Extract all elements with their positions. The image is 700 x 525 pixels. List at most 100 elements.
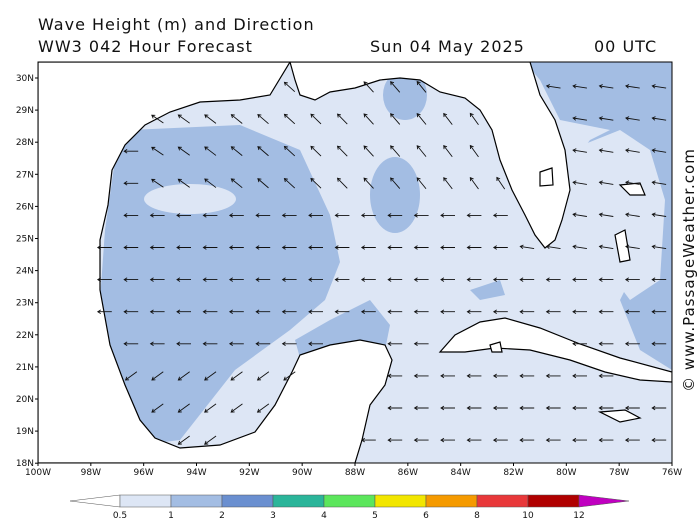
wave-arrow bbox=[308, 309, 323, 314]
wave-arrow bbox=[416, 113, 427, 125]
lat-label: 26N bbox=[16, 202, 34, 212]
title: Wave Height (m) and Direction bbox=[38, 15, 315, 34]
wave-arrow bbox=[230, 371, 243, 381]
wave-arrow bbox=[202, 277, 218, 282]
lon-label: 86W bbox=[398, 468, 418, 478]
watermark: © www.PassageWeather.com bbox=[680, 148, 698, 392]
wave-arrow bbox=[360, 437, 376, 443]
wave-arrow bbox=[360, 213, 376, 218]
colorbar-label: 0.5 bbox=[113, 511, 127, 521]
wave-arrow bbox=[177, 403, 190, 413]
wave-arrow bbox=[466, 245, 482, 250]
wave-arrow bbox=[492, 373, 508, 379]
wave-arrow bbox=[255, 277, 271, 282]
wave-arrow bbox=[177, 114, 190, 124]
wave-arrow bbox=[151, 146, 164, 156]
colorbar-swatch bbox=[476, 494, 529, 508]
wave-arrow bbox=[202, 309, 218, 314]
wave-arrow bbox=[545, 84, 561, 89]
axes: 100W 98W 96W 94W 92W 90W 88W 86W 84W 82W 80W 78W 76W… bbox=[16, 74, 682, 478]
wave-arrow bbox=[387, 437, 403, 443]
wave-arrow bbox=[387, 373, 403, 379]
wave-arrow bbox=[283, 371, 296, 381]
wave-arrow bbox=[545, 437, 561, 443]
wave-arrow bbox=[492, 309, 508, 314]
lat-label: 30N bbox=[16, 74, 34, 84]
wave-arrow bbox=[204, 435, 217, 445]
lat-label: 27N bbox=[16, 170, 34, 180]
wave-arrow bbox=[228, 213, 244, 218]
wave-arrow bbox=[283, 113, 296, 125]
wave-arrow bbox=[598, 148, 614, 153]
lat-label: 29N bbox=[16, 106, 34, 116]
wave-arrow bbox=[336, 145, 348, 157]
wave-arrow bbox=[572, 212, 587, 217]
wave-arrow bbox=[363, 145, 374, 157]
colorbar-label: 5 bbox=[372, 511, 378, 521]
wave-arrow bbox=[625, 116, 640, 121]
wave-arrow bbox=[519, 373, 535, 379]
lat-label: 28N bbox=[16, 138, 34, 148]
wave-arrow bbox=[545, 405, 561, 411]
wave-arrow bbox=[123, 341, 139, 347]
wave-arrow bbox=[545, 244, 561, 250]
colorbar-swatch bbox=[374, 494, 427, 508]
wave-arrow bbox=[624, 341, 640, 347]
wave-arrow bbox=[387, 405, 403, 411]
lon-label: 92W bbox=[239, 468, 259, 478]
lon-label: 98W bbox=[81, 468, 101, 478]
wave-arrow bbox=[598, 244, 614, 250]
lat-label: 22N bbox=[16, 331, 34, 341]
wave-arrow bbox=[466, 277, 482, 282]
wave-arrow bbox=[176, 213, 191, 218]
lon-label: 88W bbox=[345, 468, 365, 478]
lon-label: 78W bbox=[609, 468, 629, 478]
wave-arrow bbox=[598, 84, 614, 89]
wave-arrow bbox=[466, 437, 482, 443]
wave-arrow bbox=[598, 180, 614, 185]
wave-arrow bbox=[651, 212, 667, 217]
wave-arrow bbox=[124, 371, 138, 381]
lon-label: 80W bbox=[556, 468, 576, 478]
colorbar-label: 10 bbox=[522, 511, 534, 521]
wave-arrow bbox=[123, 148, 139, 154]
wave-arrow bbox=[204, 146, 217, 156]
wave-arrow bbox=[440, 277, 455, 282]
wave-arrow bbox=[310, 177, 322, 189]
colorbar-swatch bbox=[170, 494, 223, 508]
wave-arrow bbox=[149, 341, 165, 347]
wave-arrow bbox=[572, 373, 587, 379]
time: 00 UTC bbox=[594, 37, 657, 56]
wave-arrow bbox=[123, 277, 139, 282]
wave-arrow bbox=[624, 437, 640, 443]
wave-arrow bbox=[469, 144, 479, 158]
wave-arrow bbox=[123, 181, 139, 186]
wave-arrow bbox=[228, 341, 244, 347]
wave-arrow bbox=[492, 213, 508, 218]
wave-arrow bbox=[204, 114, 217, 124]
wave-arrow bbox=[228, 277, 244, 282]
colorbar-label: 6 bbox=[423, 511, 429, 521]
wave-arrow bbox=[625, 212, 640, 217]
wave-arrow bbox=[572, 309, 587, 314]
wave-arrow bbox=[469, 176, 479, 190]
lon-label: 94W bbox=[186, 468, 206, 478]
wave-arrow bbox=[651, 405, 667, 411]
wave-arrow bbox=[651, 244, 667, 250]
wave-arrow bbox=[149, 309, 165, 314]
wave-arrow bbox=[96, 309, 112, 314]
wave-arrow bbox=[336, 113, 348, 125]
wave-arrow bbox=[651, 148, 667, 153]
wave-arrow bbox=[96, 277, 112, 282]
wave-arrow bbox=[440, 405, 455, 411]
lon-label: 100W bbox=[25, 468, 51, 478]
wave-arrow bbox=[440, 245, 455, 250]
wave-arrow bbox=[466, 309, 482, 314]
wave-arrow bbox=[387, 245, 403, 250]
wave-arrow bbox=[413, 245, 429, 250]
wave-arrow bbox=[177, 178, 190, 188]
lon-label: 84W bbox=[450, 468, 470, 478]
lat-label: 25N bbox=[16, 235, 34, 245]
wave-arrow bbox=[230, 403, 243, 413]
